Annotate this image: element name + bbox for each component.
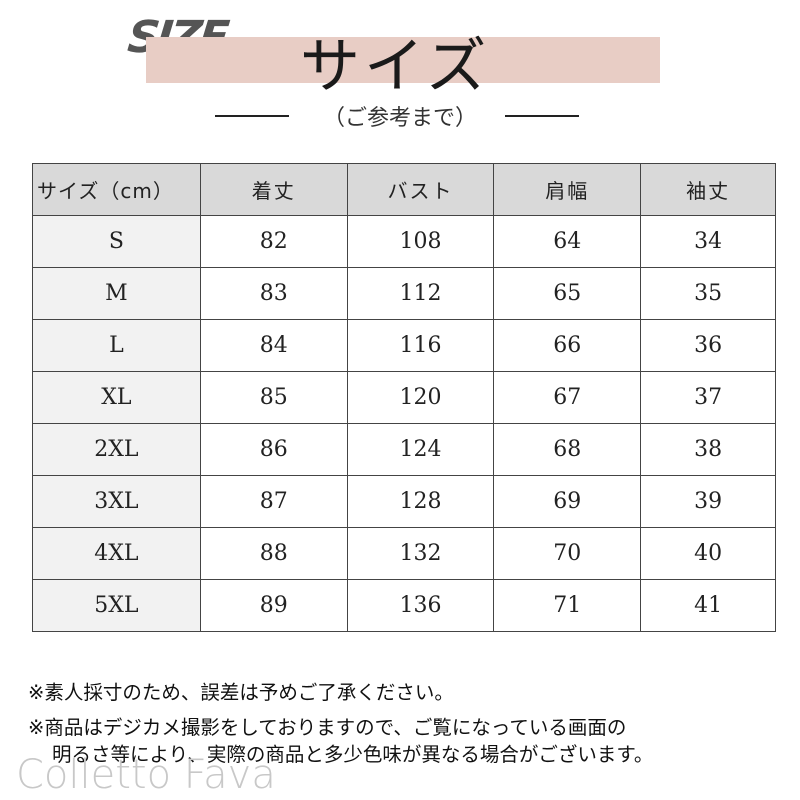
measurement-cell: 86: [199, 423, 348, 476]
measurement-cell: 71: [493, 579, 642, 632]
measurement-cell: 112: [346, 267, 495, 320]
size-cell: 3XL: [32, 475, 201, 528]
measurement-cell: 84: [199, 319, 348, 372]
measurement-cell: 70: [493, 527, 642, 580]
table-row: 2XL 86 124 68 38: [32, 423, 776, 476]
note-measurement: ※素人採寸のため、誤差は予めご了承ください。: [28, 681, 454, 704]
measurement-cell: 37: [640, 371, 776, 424]
measurement-cell: 66: [493, 319, 642, 372]
column-header: バスト: [346, 163, 495, 216]
table-header-row: サイズ（cm） 着丈 バスト 肩幅 袖丈: [32, 163, 776, 216]
table-row: XL 85 120 67 37: [32, 371, 776, 424]
table-row: 3XL 87 128 69 39: [32, 475, 776, 528]
size-cell: XL: [32, 371, 201, 424]
measurement-cell: 34: [640, 215, 776, 268]
divider-left: [215, 115, 289, 117]
measurement-cell: 69: [493, 475, 642, 528]
size-cell: 2XL: [32, 423, 201, 476]
column-header: 肩幅: [493, 163, 642, 216]
size-cell: M: [32, 267, 201, 320]
table-row: L 84 116 66 36: [32, 319, 776, 372]
measurement-cell: 87: [199, 475, 348, 528]
measurement-cell: 38: [640, 423, 776, 476]
table-row: 4XL 88 132 70 40: [32, 527, 776, 580]
size-table: サイズ（cm） 着丈 バスト 肩幅 袖丈 S 82 108 64 34 M 83 112 65 35 L 84…: [32, 163, 776, 632]
divider-right: [505, 115, 579, 117]
size-cell: L: [32, 319, 201, 372]
size-cell: S: [32, 215, 201, 268]
measurement-cell: 41: [640, 579, 776, 632]
table-row: S 82 108 64 34: [32, 215, 776, 268]
measurement-cell: 65: [493, 267, 642, 320]
measurement-cell: 116: [346, 319, 495, 372]
measurement-cell: 83: [199, 267, 348, 320]
column-header: 着丈: [199, 163, 348, 216]
subtitle: （ご参考まで）: [322, 106, 477, 131]
note-photo-line2: 明るさ等により、実際の商品と多少色味が異なる場合がございます。: [52, 743, 654, 766]
measurement-cell: 82: [199, 215, 348, 268]
measurement-cell: 68: [493, 423, 642, 476]
size-cell: 5XL: [32, 579, 201, 632]
measurement-cell: 88: [199, 527, 348, 580]
page-title: サイズ: [300, 32, 491, 102]
measurement-cell: 89: [199, 579, 348, 632]
size-cell: 4XL: [32, 527, 201, 580]
measurement-cell: 64: [493, 215, 642, 268]
measurement-cell: 35: [640, 267, 776, 320]
measurement-cell: 128: [346, 475, 495, 528]
column-header: 袖丈: [640, 163, 776, 216]
note-photo-line1: ※商品はデジカメ撮影をしておりますので、ご覧になっている画面の: [28, 716, 627, 739]
measurement-cell: 136: [346, 579, 495, 632]
measurement-cell: 120: [346, 371, 495, 424]
measurement-cell: 40: [640, 527, 776, 580]
table-row: M 83 112 65 35: [32, 267, 776, 320]
measurement-cell: 108: [346, 215, 495, 268]
watermark: Colletto Fava: [16, 752, 276, 798]
measurement-cell: 36: [640, 319, 776, 372]
measurement-cell: 85: [199, 371, 348, 424]
measurement-cell: 39: [640, 475, 776, 528]
measurement-cell: 67: [493, 371, 642, 424]
table-row: 5XL 89 136 71 41: [32, 579, 776, 632]
title-band: [146, 37, 660, 83]
measurement-cell: 124: [346, 423, 495, 476]
column-header: サイズ（cm）: [32, 163, 201, 216]
measurement-cell: 132: [346, 527, 495, 580]
